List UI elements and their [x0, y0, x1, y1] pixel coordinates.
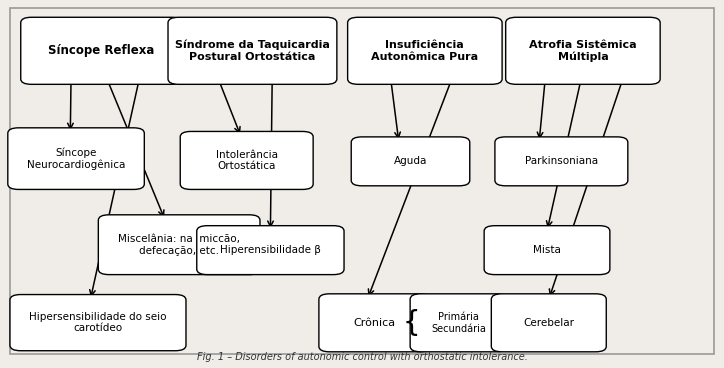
FancyBboxPatch shape [348, 17, 502, 84]
Text: Intolerância
Ortostática: Intolerância Ortostática [216, 150, 278, 171]
Text: Mista: Mista [533, 245, 561, 255]
FancyBboxPatch shape [484, 226, 610, 275]
FancyBboxPatch shape [505, 17, 660, 84]
FancyBboxPatch shape [492, 294, 606, 352]
Text: Insuficiência
Autonômica Pura: Insuficiência Autonômica Pura [371, 40, 479, 61]
Text: Hiperensibilidade β: Hiperensibilidade β [220, 245, 321, 255]
Text: Síndrome da Taquicardia
Postural Ortostática: Síndrome da Taquicardia Postural Ortostá… [175, 40, 330, 62]
FancyBboxPatch shape [495, 137, 628, 186]
FancyBboxPatch shape [168, 17, 337, 84]
FancyBboxPatch shape [319, 294, 430, 352]
FancyBboxPatch shape [21, 17, 182, 84]
Text: Síncope
Neurocardiogênica: Síncope Neurocardiogênica [27, 147, 125, 170]
Text: Síncope Reflexa: Síncope Reflexa [49, 44, 155, 57]
Text: Cerebelar: Cerebelar [523, 318, 574, 328]
FancyBboxPatch shape [351, 137, 470, 186]
Text: Atrofia Sistêmica
Múltipla: Atrofia Sistêmica Múltipla [529, 40, 636, 62]
Text: Aguda: Aguda [394, 156, 427, 166]
Text: {: { [403, 309, 421, 337]
FancyBboxPatch shape [98, 215, 260, 275]
FancyBboxPatch shape [10, 294, 186, 351]
Text: Hipersensibilidade do seio
carotídeo: Hipersensibilidade do seio carotídeo [29, 312, 167, 333]
Text: Primária
Secundária: Primária Secundária [432, 312, 486, 334]
FancyBboxPatch shape [180, 131, 313, 190]
FancyBboxPatch shape [410, 294, 507, 352]
FancyBboxPatch shape [8, 128, 144, 190]
FancyBboxPatch shape [197, 226, 344, 275]
Text: Miscelânia: na  miccão,
defecação, etc.: Miscelânia: na miccão, defecação, etc. [118, 234, 240, 255]
Text: Fig. 1 – Disorders of autonomic control with orthostatic intolerance.: Fig. 1 – Disorders of autonomic control … [196, 351, 528, 362]
Text: Parkinsoniana: Parkinsoniana [525, 156, 598, 166]
Text: Crônica: Crônica [353, 318, 395, 328]
